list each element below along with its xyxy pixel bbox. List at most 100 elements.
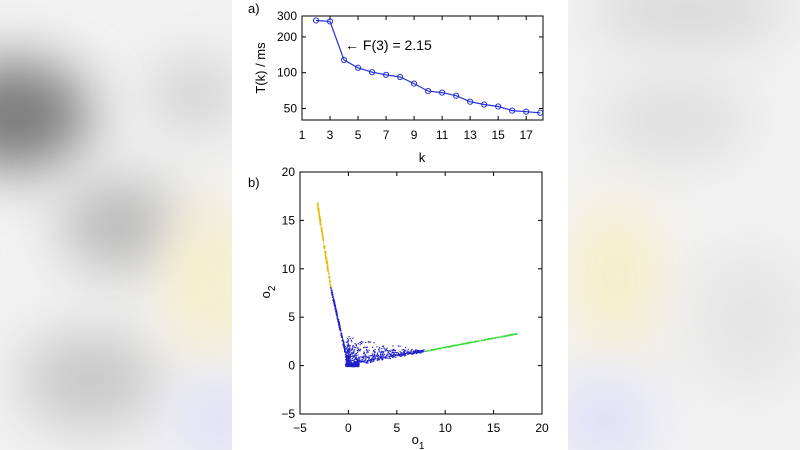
scatter-point (343, 341, 345, 344)
scatter-point (349, 347, 351, 349)
scatter-point (351, 346, 354, 348)
scatter-point (432, 348, 434, 351)
scatter-point (324, 246, 326, 249)
scatter-point (347, 351, 349, 353)
data-point-a (439, 89, 446, 96)
scatter-point (392, 348, 395, 351)
scatter-point (318, 212, 320, 214)
scatter-point (416, 352, 419, 354)
scatter-point (442, 346, 445, 349)
scatter-point (330, 287, 332, 289)
x-tick-label-b: 0 (345, 421, 352, 435)
scatter-point (390, 353, 392, 355)
scatter-point (346, 358, 348, 361)
y-axis-b: −5 0 5 10 15 20 (281, 165, 542, 421)
scatter-point (476, 340, 478, 342)
scatter-point (346, 341, 348, 343)
scatter-point (353, 350, 355, 352)
scatter-point (471, 341, 473, 344)
scatter-point (344, 351, 346, 353)
scatter-point (355, 362, 358, 365)
scatter-point (508, 334, 510, 336)
scatter-point (368, 349, 370, 351)
scatter-point (453, 345, 455, 347)
scatter-point (347, 355, 350, 357)
scatter-point (514, 333, 516, 335)
scatter-point (325, 257, 328, 259)
data-point-a (453, 92, 460, 99)
scatter-point (381, 357, 383, 359)
scatter-point (414, 349, 417, 351)
scatter-point (392, 351, 394, 353)
scatter-point (338, 327, 340, 329)
x-axis-a: 1 3 5 7 9 11 13 15 17 (299, 16, 533, 142)
scatter-point (423, 350, 425, 352)
scatter-point (436, 348, 438, 350)
scatter-point (402, 354, 404, 356)
annotation-f3: ← F(3) = 2.15 (345, 37, 432, 53)
y-tick-label-b: 15 (282, 213, 296, 227)
scatter-point (428, 349, 430, 352)
scatter-point (392, 345, 394, 347)
scatter-point (421, 350, 424, 352)
data-point-a (340, 56, 348, 64)
scatter-point (339, 329, 341, 331)
scatter-point (382, 351, 384, 354)
scatter-point (354, 361, 356, 363)
scatter-point (496, 336, 498, 339)
scatter-point (345, 363, 348, 365)
scatter-point (345, 354, 347, 356)
scatter-point (370, 359, 373, 362)
scatter-point (463, 343, 465, 345)
scatter-point (369, 360, 371, 362)
scatter-point (353, 361, 355, 363)
scatter-point (356, 361, 358, 363)
scatter-point (445, 346, 447, 348)
scatter-point (366, 360, 368, 362)
scatter-point (490, 338, 492, 340)
scatter-point (357, 350, 359, 352)
scatter-point (331, 291, 333, 293)
scatter-point (506, 334, 509, 336)
scatter-point (331, 292, 333, 294)
scatter-point (318, 208, 320, 210)
scatter-point (351, 341, 353, 343)
scatter-point (356, 365, 359, 367)
scatter-point (491, 337, 493, 339)
scatter-point (374, 351, 376, 353)
scatter-point (458, 344, 460, 346)
scatter-point (355, 356, 357, 358)
scatter-point (326, 261, 328, 263)
scatter-point (318, 210, 320, 212)
scatter-point (355, 359, 358, 361)
scatter-point (413, 350, 415, 352)
scatter-point (333, 302, 336, 304)
scatter-point (323, 245, 325, 248)
scatter-point (385, 356, 387, 358)
scatter-point (391, 351, 393, 353)
scatter-point (325, 260, 328, 262)
scatter-point (399, 355, 402, 357)
scatter-point (364, 355, 366, 357)
scatter-point (346, 357, 348, 359)
scatter-point (354, 354, 356, 356)
scatter-point (367, 362, 369, 364)
scatter-point (346, 351, 349, 353)
data-point-a (467, 98, 474, 105)
scatter-point (329, 280, 331, 282)
y-axis-label-a: T(k) / ms (253, 42, 268, 94)
scatter-point (394, 349, 396, 351)
x-tick-label-b: 15 (487, 421, 501, 435)
scatter-point (418, 349, 420, 352)
scatter-point (331, 294, 334, 296)
scatter-point (330, 284, 332, 287)
scatter-point (343, 347, 346, 349)
series-a (312, 17, 544, 116)
scatter-point (382, 354, 384, 356)
scatter-point (345, 364, 347, 366)
scatter-point (431, 349, 433, 351)
scatter-point (322, 242, 325, 244)
scatter-point (467, 342, 469, 344)
scatter-point (337, 318, 339, 320)
